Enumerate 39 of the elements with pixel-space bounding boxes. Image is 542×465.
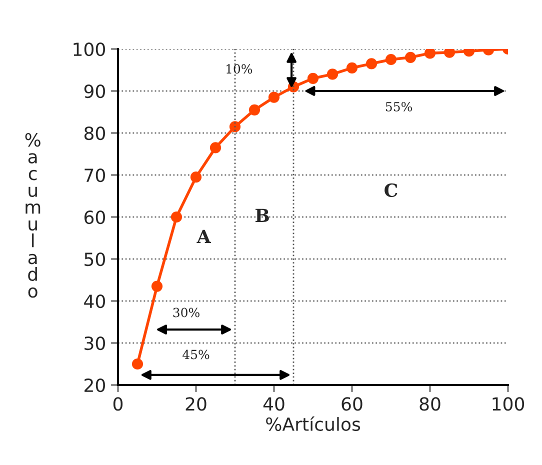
point [366,58,378,70]
point [210,142,222,154]
point [307,72,319,84]
point [385,54,397,66]
point [170,211,182,223]
text: %acumulado [25,133,40,298]
point [132,358,144,370]
y-tick-label: 30 [84,336,105,350]
y-tick-label: 60 [84,210,105,224]
x-axis-title: %Artículos [266,416,360,432]
annotation: 45% [182,350,210,360]
y-tick-label: 40 [84,294,105,308]
y-tick-label: 50 [84,252,105,266]
x-tick-label: 0 [113,397,123,411]
point [268,92,280,103]
y-tick-label: 80 [84,126,105,140]
point [424,49,436,59]
annotation: 30% [173,308,200,318]
annotation: 55% [386,102,412,112]
y-tick-label: 70 [84,168,105,182]
x-tick-label: 80 [420,397,440,411]
y-tick-label: 100 [74,42,105,56]
point [404,52,416,63]
point [326,68,338,80]
point [229,121,241,132]
annotation: 10% [226,64,252,74]
annotation: B [256,208,269,222]
y-tick-label: 20 [84,378,105,392]
point [248,104,260,116]
point [190,172,202,183]
x-tick-label: 100 [492,397,524,411]
point [346,62,358,74]
annotation: C [384,183,398,198]
y-tick-label: 90 [84,84,105,98]
point [151,280,163,292]
x-tick-label: 60 [342,397,362,411]
x-tick-label: 40 [263,397,284,411]
x-tick-label: 20 [186,397,206,411]
annotation: A [196,230,212,243]
